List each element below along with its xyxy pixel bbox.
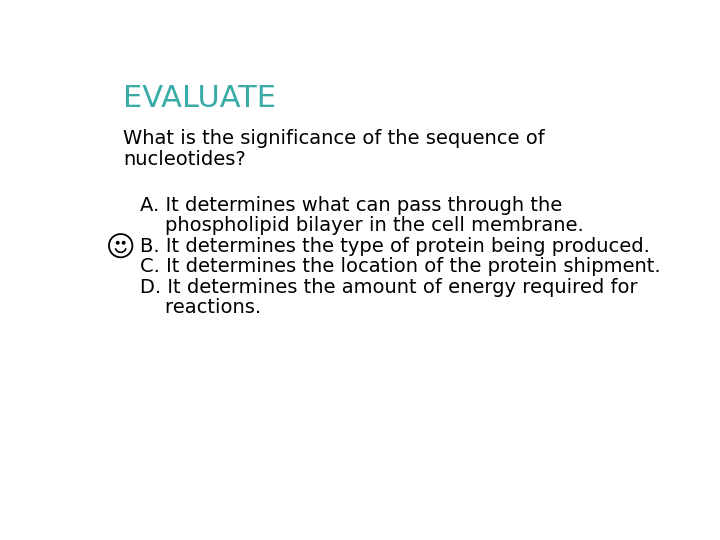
Ellipse shape [117, 241, 119, 244]
Ellipse shape [109, 234, 132, 258]
Text: nucleotides?: nucleotides? [124, 150, 246, 169]
Text: What is the significance of the sequence of: What is the significance of the sequence… [124, 129, 545, 149]
Text: phospholipid bilayer in the cell membrane.: phospholipid bilayer in the cell membran… [140, 216, 584, 235]
Text: C. It determines the location of the protein shipment.: C. It determines the location of the pro… [140, 258, 661, 276]
Text: A. It determines what can pass through the: A. It determines what can pass through t… [140, 196, 562, 215]
Text: reactions.: reactions. [140, 298, 261, 316]
Ellipse shape [122, 241, 125, 244]
Text: B. It determines the type of protein being produced.: B. It determines the type of protein bei… [140, 238, 650, 256]
Text: EVALUATE: EVALUATE [124, 84, 276, 112]
Text: D. It determines the amount of energy required for: D. It determines the amount of energy re… [140, 278, 638, 296]
